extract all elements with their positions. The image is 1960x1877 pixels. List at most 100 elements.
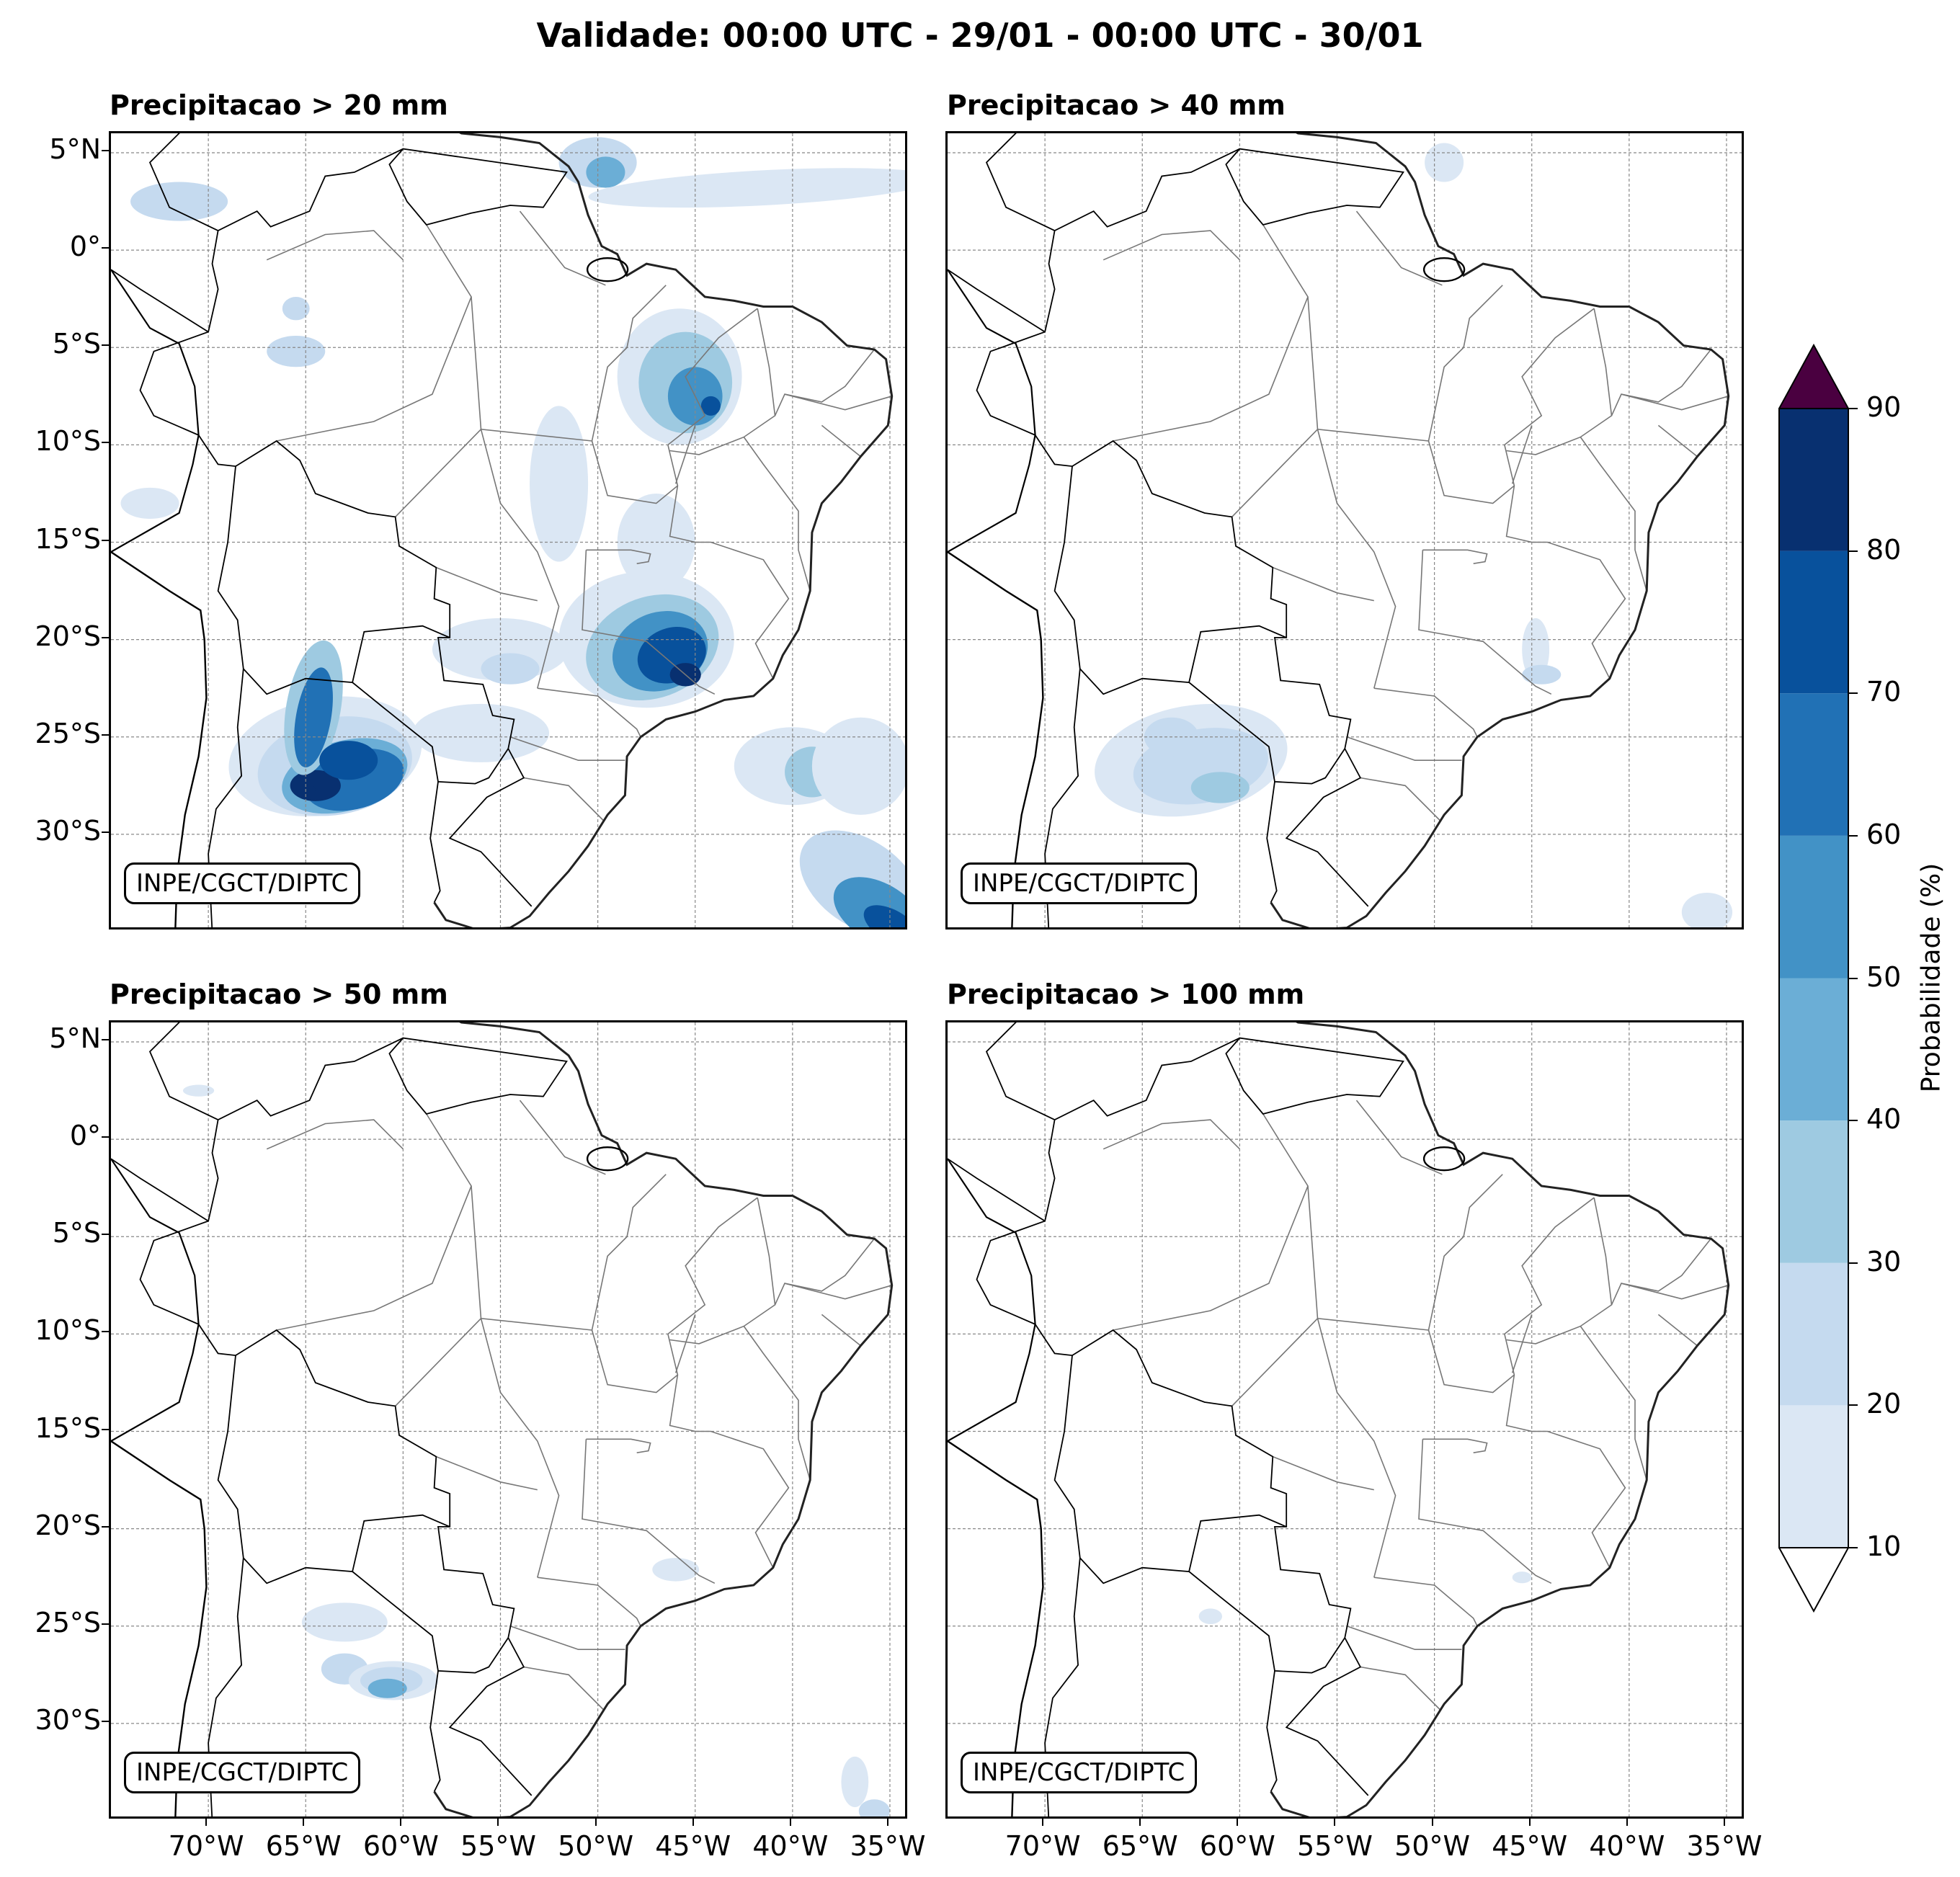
state-border [774, 349, 876, 416]
lat-tick-mark [102, 247, 109, 249]
state-border [276, 224, 472, 442]
state-border [1346, 1626, 1462, 1651]
country-border [148, 1022, 218, 1120]
lon-tick-label: 55°W [460, 1830, 536, 1862]
state-border [519, 210, 606, 286]
coastline [948, 551, 1044, 927]
state-border [436, 566, 538, 602]
lon-tick-label: 35°W [850, 1830, 926, 1862]
colorbar [1778, 344, 1849, 1613]
state-border [582, 1439, 716, 1584]
state-border [1231, 428, 1396, 689]
state-border [1307, 296, 1429, 442]
state-border [1427, 285, 1503, 442]
coastline [433, 133, 894, 927]
island [1422, 1146, 1466, 1172]
state-border [523, 1666, 605, 1711]
state-border [1307, 1185, 1429, 1331]
probability-area [1522, 664, 1562, 685]
colorbar-extend-min [1778, 1547, 1849, 1613]
credit-box: INPE/CGCT/DIPTC [124, 1752, 361, 1793]
colorbar-tick-label: 10 [1866, 1530, 1902, 1562]
probability-area [1522, 618, 1550, 681]
state-border [1427, 308, 1595, 504]
state-border [1580, 437, 1647, 592]
colorbar-tick-mark [1849, 1120, 1858, 1122]
country-border [976, 1037, 1404, 1796]
state-border [821, 1314, 861, 1347]
lat-tick-mark [102, 442, 109, 444]
panel-title-20mm: Precipitacao > 20 mm [110, 89, 448, 121]
probability-area [1190, 772, 1250, 803]
lat-tick-mark [102, 539, 109, 541]
state-border [821, 424, 861, 458]
country-border [1266, 781, 1278, 903]
probability-area [267, 336, 326, 367]
coastline [1270, 1022, 1730, 1816]
map-panel-50mm: INPE/CGCT/DIPTC [109, 1020, 907, 1819]
lon-tick-mark [1139, 1819, 1141, 1826]
probability-area [294, 667, 333, 768]
colorbar-tick-mark [1849, 834, 1858, 837]
colorbar-label: Probabilidade (%) [1916, 862, 1946, 1093]
coastline [948, 269, 1036, 553]
map-panel-20mm: INPE/CGCT/DIPTC [109, 131, 907, 929]
state-border [1113, 224, 1309, 442]
state-border [1621, 1283, 1729, 1300]
colorbar-tick-mark [1849, 1547, 1858, 1548]
colorbar-tick-label: 60 [1866, 818, 1902, 850]
state-border [509, 736, 625, 762]
state-border [1422, 1438, 1488, 1453]
country-border [139, 1037, 568, 1796]
lon-tick-mark [1626, 1819, 1628, 1826]
lat-tick-mark [102, 1720, 109, 1722]
coastline [111, 551, 208, 927]
probability-area [130, 182, 228, 221]
lat-tick-mark [102, 1428, 109, 1430]
lat-tick-label: 30°S [35, 1703, 101, 1736]
state-border [1355, 1100, 1443, 1175]
state-border [1102, 1119, 1240, 1150]
lon-tick-mark [400, 1819, 402, 1826]
lon-tick-mark [1042, 1819, 1044, 1826]
lon-tick-mark [692, 1819, 694, 1826]
lon-tick-label: 60°W [362, 1830, 439, 1862]
lon-tick-mark [1723, 1819, 1725, 1826]
colorbar-tick-label: 30 [1866, 1245, 1902, 1278]
state-border [586, 549, 651, 564]
state-border [1657, 424, 1698, 458]
panel-title-40mm: Precipitacao > 40 mm [947, 89, 1286, 121]
probability-area [319, 741, 378, 780]
state-border [743, 1326, 811, 1481]
country-border [985, 1022, 1055, 1120]
lat-tick-mark [102, 1525, 109, 1528]
colorbar-segment [1779, 1120, 1848, 1263]
colorbar-segment [1779, 1262, 1848, 1406]
island [586, 257, 629, 282]
country-border [948, 1158, 1046, 1222]
state-border [509, 1626, 625, 1651]
lat-tick-mark [102, 1331, 109, 1333]
probability-area [182, 1084, 215, 1097]
state-border [591, 308, 758, 504]
country-border [1054, 466, 1190, 695]
lon-tick-mark [1334, 1819, 1336, 1826]
probability-area [530, 406, 589, 562]
lon-tick-mark [303, 1819, 305, 1826]
credit-box: INPE/CGCT/DIPTC [961, 862, 1198, 904]
lon-tick-label: 45°W [1492, 1830, 1568, 1862]
lon-tick-mark [1237, 1819, 1239, 1826]
country-border [217, 466, 353, 695]
state-border [674, 1314, 696, 1373]
lat-tick-label: 20°S [35, 1509, 101, 1541]
state-border [1506, 308, 1613, 455]
state-border [591, 1174, 667, 1331]
probability-area [368, 1678, 407, 1698]
lat-tick-mark [102, 1039, 109, 1041]
probability-area [858, 1799, 890, 1816]
colorbar-tick-mark [1849, 1404, 1858, 1406]
state-border [519, 1100, 606, 1175]
probability-area [481, 653, 540, 685]
map-panel-100mm: INPE/CGCT/DIPTC [945, 1020, 1744, 1819]
credit-box: INPE/CGCT/DIPTC [961, 1752, 1198, 1793]
